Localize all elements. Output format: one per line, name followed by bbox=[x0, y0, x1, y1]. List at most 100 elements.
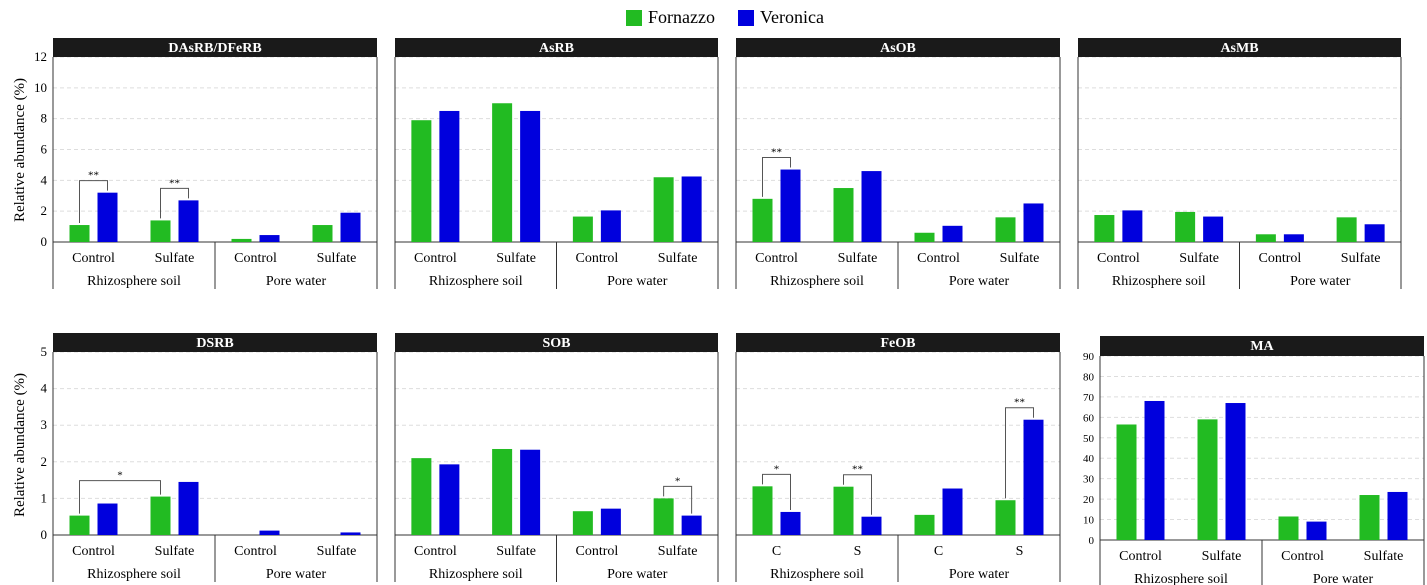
bar-fornazzo bbox=[69, 515, 90, 535]
bar-veronica bbox=[520, 110, 541, 242]
y-tick-label: 4 bbox=[41, 172, 48, 187]
group-label: Pore water bbox=[607, 274, 668, 289]
bar-veronica bbox=[1283, 234, 1304, 242]
bar-veronica bbox=[178, 200, 199, 242]
x-tick-label: C bbox=[772, 544, 781, 559]
y-axis-label: Relative abundance (%) bbox=[12, 78, 28, 222]
group-label: Pore water bbox=[266, 274, 327, 289]
group-label: Rhizosphere soil bbox=[770, 567, 864, 582]
significance-label: ** bbox=[88, 170, 99, 182]
panel-header bbox=[1078, 38, 1401, 57]
x-tick-label: Sulfate bbox=[1202, 549, 1242, 564]
bar-veronica bbox=[340, 212, 361, 242]
panel-title: DAsRB/DFeRB bbox=[168, 41, 261, 56]
group-label: Rhizosphere soil bbox=[429, 274, 523, 289]
x-tick-label: Control bbox=[234, 544, 277, 559]
bar-fornazzo bbox=[653, 498, 674, 535]
y-tick-label: 90 bbox=[1083, 351, 1095, 363]
bar-veronica bbox=[1203, 216, 1224, 242]
panel-header bbox=[736, 38, 1060, 57]
y-tick-label: 12 bbox=[34, 49, 47, 64]
x-tick-label: Control bbox=[1281, 549, 1324, 564]
x-tick-label: Control bbox=[1097, 251, 1140, 266]
x-tick-label: Control bbox=[1119, 549, 1162, 564]
bar-fornazzo bbox=[411, 120, 432, 242]
bar-veronica bbox=[439, 110, 460, 242]
x-tick-label: Sulfate bbox=[1341, 251, 1381, 266]
bar-fornazzo bbox=[752, 198, 773, 242]
y-tick-label: 70 bbox=[1083, 392, 1095, 404]
y-tick-label: 10 bbox=[34, 80, 47, 95]
x-tick-label: Sulfate bbox=[1364, 549, 1404, 564]
y-tick-label: 2 bbox=[41, 454, 48, 469]
y-tick-label: 60 bbox=[1083, 412, 1095, 424]
group-label: Pore water bbox=[607, 567, 668, 582]
y-tick-label: 1 bbox=[41, 490, 48, 505]
x-tick-label: Control bbox=[917, 251, 960, 266]
bar-fornazzo bbox=[1175, 211, 1196, 242]
bar-fornazzo bbox=[1359, 495, 1380, 540]
bar-veronica bbox=[942, 225, 963, 242]
panel-title: AsRB bbox=[539, 41, 574, 56]
bar-fornazzo bbox=[572, 216, 593, 242]
bar-fornazzo bbox=[492, 448, 513, 535]
bar-fornazzo bbox=[150, 220, 171, 242]
x-tick-label: Sulfate bbox=[1179, 251, 1219, 266]
bar-veronica bbox=[1122, 210, 1143, 242]
bar-veronica bbox=[259, 235, 280, 242]
x-tick-label: Sulfate bbox=[317, 251, 357, 266]
bar-veronica bbox=[178, 481, 199, 535]
bar-veronica bbox=[340, 532, 361, 535]
bar-veronica bbox=[600, 210, 621, 242]
bar-veronica bbox=[1144, 400, 1165, 540]
bar-fornazzo bbox=[653, 177, 674, 242]
y-tick-label: 5 bbox=[41, 344, 48, 359]
group-label: Pore water bbox=[949, 274, 1010, 289]
x-tick-label: Sulfate bbox=[658, 251, 698, 266]
legend-swatch-veronica bbox=[738, 9, 754, 26]
bar-fornazzo bbox=[752, 486, 773, 535]
x-tick-label: Control bbox=[414, 251, 457, 266]
legend-label-fornazzo: Fornazzo bbox=[648, 7, 715, 27]
bar-fornazzo bbox=[995, 217, 1016, 242]
significance-bracket bbox=[762, 157, 791, 197]
x-tick-label: Sulfate bbox=[155, 251, 195, 266]
bar-veronica bbox=[861, 171, 882, 242]
group-label: Rhizosphere soil bbox=[429, 567, 523, 582]
y-tick-label: 30 bbox=[1083, 474, 1095, 486]
x-tick-label: Control bbox=[575, 251, 618, 266]
bar-fornazzo bbox=[995, 500, 1016, 535]
significance-bracket bbox=[663, 485, 693, 514]
significance-bracket bbox=[79, 180, 108, 224]
panel-title: AsMB bbox=[1220, 41, 1258, 56]
x-tick-label: Control bbox=[1258, 251, 1301, 266]
panel-title: FeOB bbox=[881, 336, 916, 351]
significance-label: ** bbox=[771, 147, 782, 159]
bar-fornazzo bbox=[833, 486, 854, 535]
group-label: Pore water bbox=[266, 567, 327, 582]
bar-veronica bbox=[1364, 224, 1385, 242]
x-tick-label: Control bbox=[234, 251, 277, 266]
x-tick-label: Sulfate bbox=[317, 544, 357, 559]
y-tick-label: 0 bbox=[1089, 535, 1095, 547]
panel-title: SOB bbox=[542, 336, 570, 351]
x-tick-label: Sulfate bbox=[1000, 251, 1040, 266]
x-tick-label: Control bbox=[72, 251, 115, 266]
bar-veronica bbox=[1023, 203, 1044, 242]
bar-veronica bbox=[681, 176, 702, 242]
group-label: Pore water bbox=[1313, 572, 1374, 585]
legend-swatch-fornazzo bbox=[626, 9, 642, 26]
legend-label-veronica: Veronica bbox=[760, 7, 824, 27]
bar-veronica bbox=[97, 192, 118, 242]
bar-fornazzo bbox=[1278, 516, 1299, 540]
panel-header bbox=[53, 38, 377, 57]
y-tick-label: 2 bbox=[41, 203, 48, 218]
group-label: Rhizosphere soil bbox=[1134, 572, 1228, 585]
legend: Fornazzo Veronica bbox=[0, 0, 1427, 34]
group-label: Rhizosphere soil bbox=[87, 274, 181, 289]
bar-fornazzo bbox=[833, 188, 854, 242]
significance-bracket bbox=[762, 473, 791, 510]
bar-fornazzo bbox=[572, 511, 593, 535]
bar-veronica bbox=[780, 511, 801, 535]
y-tick-label: 0 bbox=[41, 527, 48, 542]
